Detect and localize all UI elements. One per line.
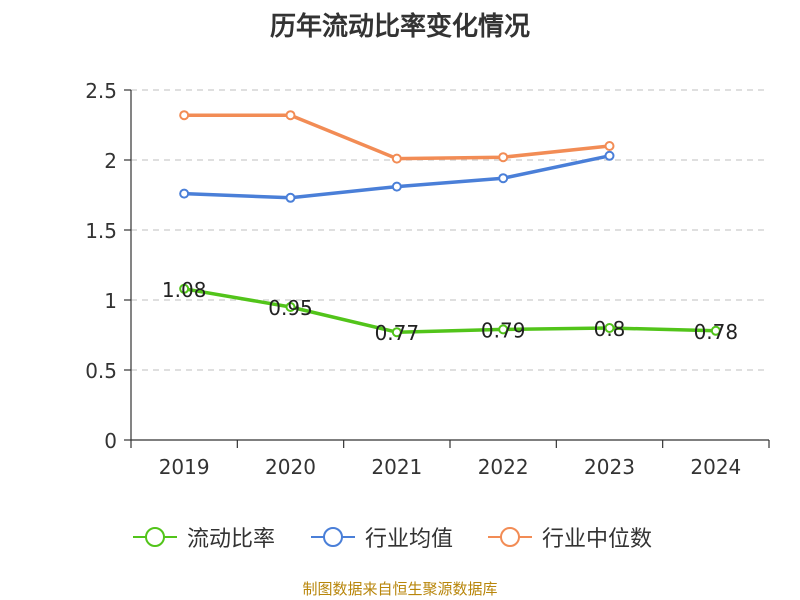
legend-label-series-1: 行业均值 — [365, 527, 454, 552]
y-tick-label-1: 0.5 — [85, 359, 117, 383]
x-tick-label-2: 2021 — [371, 455, 422, 479]
series-0-point-0 — [179, 283, 190, 294]
legend-item-series-0[interactable]: 流动比率 — [133, 520, 275, 554]
legend-item-series-1[interactable]: 行业均值 — [311, 520, 453, 554]
data-label-series-0-4: 0.8 — [594, 317, 626, 341]
y-tick-label-0: 0 — [104, 429, 117, 453]
grid-layer — [131, 89, 769, 371]
series-2-point-2 — [391, 153, 402, 164]
data-label-series-0-3: 0.79 — [481, 318, 526, 342]
series-1-point-4 — [604, 150, 615, 161]
legend-item-series-2[interactable]: 行业中位数 — [488, 520, 652, 554]
source-note: 制图数据来自恒生聚源数据库 — [302, 580, 498, 598]
x-tick-label-4: 2023 — [584, 455, 635, 479]
legend: 流动比率 行业均值 行业中位数 — [0, 520, 800, 554]
data-label-layer: 1.08 0.95 0.77 0.79 0.8 0.78 — [162, 278, 738, 345]
legend-label-series-2: 行业中位数 — [542, 527, 653, 552]
y-tick-label-4: 2 — [104, 149, 117, 173]
legend-swatch-series-0 — [133, 527, 177, 547]
series-layer — [179, 110, 721, 338]
y-tick-label-2: 1 — [104, 289, 117, 313]
data-label-series-0-0: 1.08 — [162, 278, 207, 302]
series-1-point-3 — [498, 173, 509, 184]
series-1-point-0 — [179, 188, 190, 199]
series-1-point-1 — [285, 192, 296, 203]
series-0-point-3 — [498, 324, 509, 335]
x-tick-label-1: 2020 — [265, 455, 316, 479]
series-1-point-2 — [391, 181, 402, 192]
series-2-point-1 — [285, 110, 296, 121]
series-0-point-4 — [604, 323, 615, 333]
data-label-series-0-2: 0.77 — [375, 321, 420, 345]
x-tick-label-3: 2022 — [478, 455, 529, 479]
series-line-0 — [183, 287, 716, 334]
y-tick-label-5: 2.5 — [85, 79, 117, 103]
x-tick-label-5: 2024 — [690, 455, 741, 479]
series-line-2 — [184, 113, 610, 161]
axis-layer: 0 0.5 1 1.5 2 2.5 2019 2020 2021 2022 2023 2024 — [85, 79, 770, 479]
data-label-series-0-1: 0.95 — [268, 296, 313, 320]
y-tick-label-3: 1.5 — [85, 219, 117, 243]
legend-swatch-series-1 — [311, 527, 355, 547]
legend-label-series-0: 流动比率 — [187, 527, 276, 552]
series-0-point-2 — [391, 327, 402, 338]
series-0-point-5 — [710, 325, 721, 336]
chart-title: 历年流动比率变化情况 — [269, 12, 530, 42]
series-2-point-3 — [498, 152, 509, 163]
series-2-point-4 — [604, 141, 615, 151]
data-label-series-0-5: 0.78 — [694, 320, 739, 344]
x-tick-label-0: 2019 — [159, 455, 210, 479]
series-2-point-0 — [179, 110, 190, 121]
series-0-point-1 — [285, 302, 296, 312]
legend-swatch-series-2 — [488, 527, 532, 547]
